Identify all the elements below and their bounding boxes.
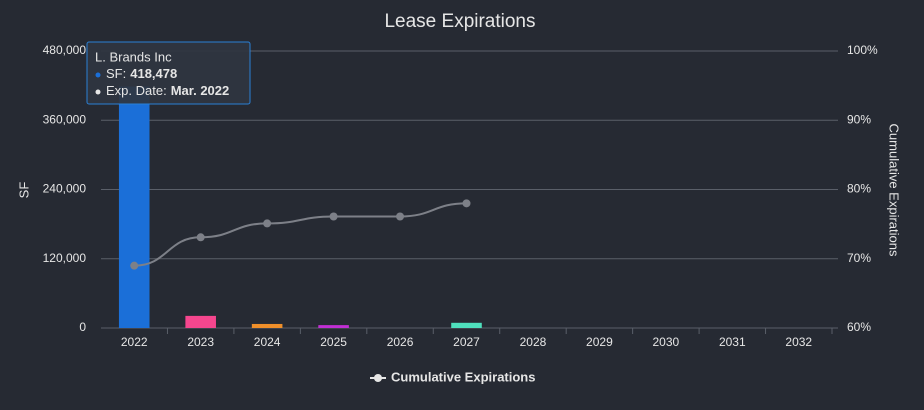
y-tick-label: 120,000 — [43, 251, 87, 265]
y-tick-label: 480,000 — [43, 43, 87, 57]
bar — [118, 86, 150, 328]
x-tick-label: 2023 — [187, 335, 214, 349]
y-tick-label: 360,000 — [43, 112, 87, 126]
y2-tick-label: 60% — [847, 320, 871, 334]
y-tick-label: 0 — [79, 320, 86, 334]
tooltip-dot — [95, 72, 101, 78]
x-tick-label: 2025 — [320, 335, 347, 349]
line — [134, 202, 467, 267]
legend-marker — [374, 374, 382, 382]
bar — [318, 325, 349, 328]
tooltip-box — [86, 41, 251, 105]
bar — [251, 323, 283, 328]
x-tick-label: 2028 — [520, 335, 547, 349]
y2-axis-title: Cumulative Expirations — [887, 124, 902, 257]
y-axis-title: SF — [16, 182, 31, 199]
tooltip-dot — [95, 89, 101, 95]
line-point — [396, 212, 405, 221]
x-tick-label: 2027 — [453, 335, 480, 349]
y2-tick-label: 70% — [847, 251, 871, 265]
y-tick-label: 240,000 — [43, 182, 87, 196]
x-tick-label: 2024 — [254, 335, 281, 349]
tooltip-date-value: Mar. 2022 — [171, 83, 230, 98]
y2-tick-label: 100% — [847, 43, 878, 57]
y2-tick-label: 90% — [847, 112, 871, 126]
x-tick-label: 2029 — [586, 335, 613, 349]
line-point — [462, 199, 471, 208]
line-point — [329, 212, 338, 221]
legend-label: Cumulative Expirations — [391, 369, 535, 384]
line-point — [263, 219, 272, 228]
x-tick-label: 2032 — [785, 335, 812, 349]
tooltip-sf: SF: 418,478 — [106, 66, 177, 81]
bar — [451, 322, 482, 328]
x-tick-label: 2022 — [121, 335, 148, 349]
tooltip: L. Brands Inc SF: 418,478 Exp. Date: Mar. 20… — [86, 41, 251, 105]
tooltip-name: L. Brands Inc — [95, 49, 172, 64]
chart-title: Lease Expirations — [384, 11, 535, 32]
tooltip-sf-label: SF: — [106, 66, 126, 81]
x-tick-label: 2031 — [719, 335, 746, 349]
tooltip-sf-value: 418,478 — [130, 66, 177, 81]
tooltip-date-label: Exp. Date: — [106, 83, 167, 98]
line-point — [130, 261, 139, 270]
line-point — [196, 233, 205, 242]
tooltip-date: Exp. Date: Mar. 2022 — [106, 83, 229, 98]
y2-tick-label: 80% — [847, 182, 871, 196]
x-tick-label: 2030 — [653, 335, 680, 349]
x-tick-label: 2026 — [387, 335, 414, 349]
bar — [185, 315, 216, 328]
